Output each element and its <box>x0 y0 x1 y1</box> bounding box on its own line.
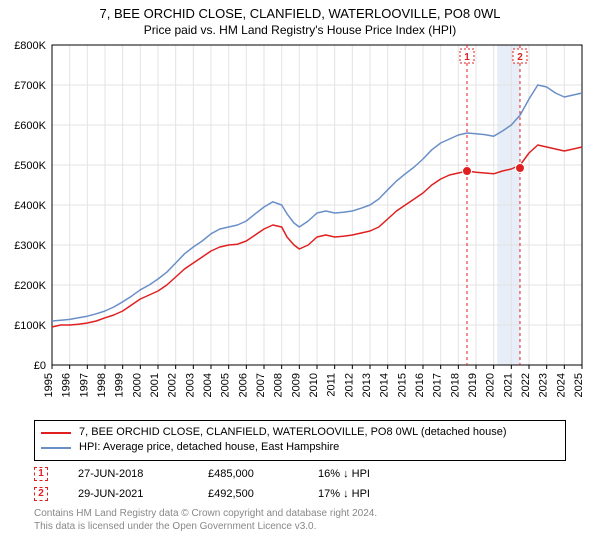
svg-text:2003: 2003 <box>184 373 196 397</box>
svg-text:£400K: £400K <box>14 200 46 212</box>
transaction-price: £485,000 <box>208 468 288 480</box>
svg-text:2009: 2009 <box>290 373 302 397</box>
svg-text:2021: 2021 <box>502 373 514 397</box>
svg-text:2008: 2008 <box>273 373 285 397</box>
line-chart: £0 £100K £200K £300K £400K £500K £600K £700K £80… <box>0 41 600 411</box>
transaction-list: 1 27-JUN-2018 £485,000 16% ↓ HPI 2 29-JUN-202… <box>34 467 566 501</box>
svg-text:2023: 2023 <box>538 373 550 397</box>
svg-text:2000: 2000 <box>131 373 143 397</box>
svg-text:2004: 2004 <box>202 373 214 397</box>
title-sub: Price paid vs. HM Land Registry's House … <box>0 23 600 37</box>
legend-item: HPI: Average price, detached house, East… <box>41 440 559 455</box>
footer-line-1: Contains HM Land Registry data © Crown c… <box>34 507 566 521</box>
transaction-price: £492,500 <box>208 488 288 500</box>
svg-text:2007: 2007 <box>255 373 267 397</box>
svg-text:£500K: £500K <box>14 160 46 172</box>
svg-text:2011: 2011 <box>326 373 338 397</box>
svg-text:2024: 2024 <box>555 373 567 397</box>
svg-text:2014: 2014 <box>379 373 391 397</box>
svg-text:£300K: £300K <box>14 240 46 252</box>
svg-text:1: 1 <box>464 52 470 63</box>
transaction-marker: 2 <box>34 487 48 501</box>
svg-text:1999: 1999 <box>114 373 126 397</box>
footer-line-2: This data is licensed under the Open Gov… <box>34 520 566 534</box>
transaction-date: 29-JUN-2021 <box>78 488 178 500</box>
transaction-marker: 1 <box>34 467 48 481</box>
legend-label: 7, BEE ORCHID CLOSE, CLANFIELD, WATERLOO… <box>79 425 507 440</box>
svg-text:2006: 2006 <box>237 373 249 397</box>
title-main: 7, BEE ORCHID CLOSE, CLANFIELD, WATERLOO… <box>0 6 600 21</box>
svg-text:2020: 2020 <box>485 373 497 397</box>
svg-text:2005: 2005 <box>220 373 232 397</box>
svg-text:2010: 2010 <box>308 373 320 397</box>
transaction-delta: 16% ↓ HPI <box>318 468 370 480</box>
svg-text:2: 2 <box>517 52 523 63</box>
svg-text:2015: 2015 <box>396 373 408 397</box>
legend-label: HPI: Average price, detached house, East… <box>79 440 339 455</box>
transaction-date: 27-JUN-2018 <box>78 468 178 480</box>
svg-text:1998: 1998 <box>96 373 108 397</box>
svg-text:2013: 2013 <box>361 373 373 397</box>
svg-text:1996: 1996 <box>61 373 73 397</box>
transaction-row: 2 29-JUN-2021 £492,500 17% ↓ HPI <box>34 487 566 501</box>
svg-text:£0: £0 <box>34 360 46 372</box>
svg-text:2017: 2017 <box>432 373 444 397</box>
svg-text:£700K: £700K <box>14 80 46 92</box>
legend-item: 7, BEE ORCHID CLOSE, CLANFIELD, WATERLOO… <box>41 425 559 440</box>
svg-text:1995: 1995 <box>43 373 55 397</box>
svg-text:£800K: £800K <box>14 41 46 52</box>
svg-text:1997: 1997 <box>78 373 90 397</box>
legend-swatch <box>41 447 71 449</box>
legend: 7, BEE ORCHID CLOSE, CLANFIELD, WATERLOO… <box>34 420 566 461</box>
svg-text:2002: 2002 <box>167 373 179 397</box>
svg-text:£100K: £100K <box>14 320 46 332</box>
legend-swatch <box>41 432 71 434</box>
svg-text:2018: 2018 <box>449 373 461 397</box>
svg-text:2001: 2001 <box>149 373 161 397</box>
svg-text:2012: 2012 <box>343 373 355 397</box>
transaction-delta: 17% ↓ HPI <box>318 488 370 500</box>
svg-text:2022: 2022 <box>520 373 532 397</box>
svg-text:2019: 2019 <box>467 373 479 397</box>
footer-attribution: Contains HM Land Registry data © Crown c… <box>34 507 566 534</box>
transaction-row: 1 27-JUN-2018 £485,000 16% ↓ HPI <box>34 467 566 481</box>
svg-text:2016: 2016 <box>414 373 426 397</box>
svg-text:£200K: £200K <box>14 280 46 292</box>
svg-text:£600K: £600K <box>14 120 46 132</box>
chart-area: £0 £100K £200K £300K £400K £500K £600K £700K £80… <box>0 41 600 416</box>
svg-text:2025: 2025 <box>573 373 585 397</box>
